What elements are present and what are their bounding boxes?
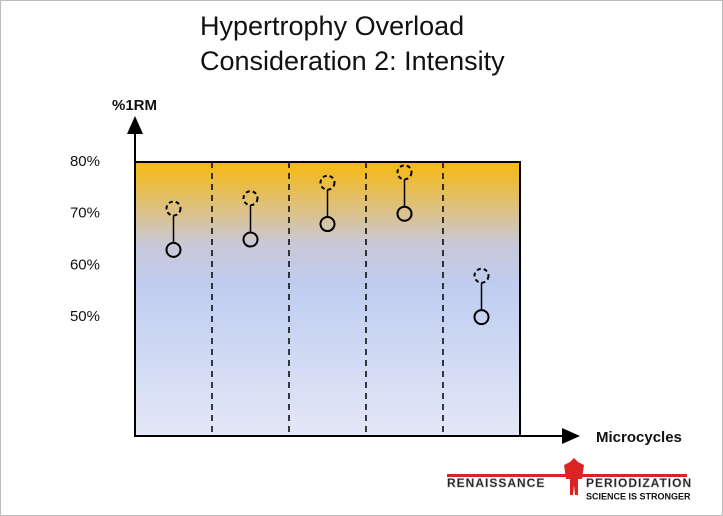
y-tick-label: 70% bbox=[70, 205, 100, 222]
logo-tagline: SCIENCE IS STRONGER bbox=[586, 491, 691, 501]
logo-figure bbox=[564, 458, 584, 495]
point bbox=[473, 267, 490, 284]
y-tick-label: 50% bbox=[70, 308, 100, 325]
chart-title: Hypertrophy Overload bbox=[200, 11, 464, 41]
y-tick-label: 60% bbox=[70, 256, 100, 273]
point bbox=[396, 164, 413, 181]
y-tick-label: 80% bbox=[70, 153, 100, 170]
point bbox=[165, 200, 182, 217]
chart-subtitle: Consideration 2: Intensity bbox=[200, 46, 505, 76]
point bbox=[319, 174, 336, 191]
logo: RENAISSANCE PERIODIZATION SCIENCE IS STR… bbox=[447, 458, 692, 501]
point bbox=[242, 231, 259, 248]
x-axis-label: Microcycles bbox=[596, 429, 682, 446]
point bbox=[242, 190, 259, 207]
point bbox=[319, 216, 336, 233]
point bbox=[165, 241, 182, 258]
logo-text: PERIODIZATION bbox=[586, 476, 692, 490]
y-axis-label: %1RM bbox=[112, 97, 157, 114]
point bbox=[396, 205, 413, 222]
logo-text: RENAISSANCE bbox=[447, 476, 545, 490]
point bbox=[473, 309, 490, 326]
